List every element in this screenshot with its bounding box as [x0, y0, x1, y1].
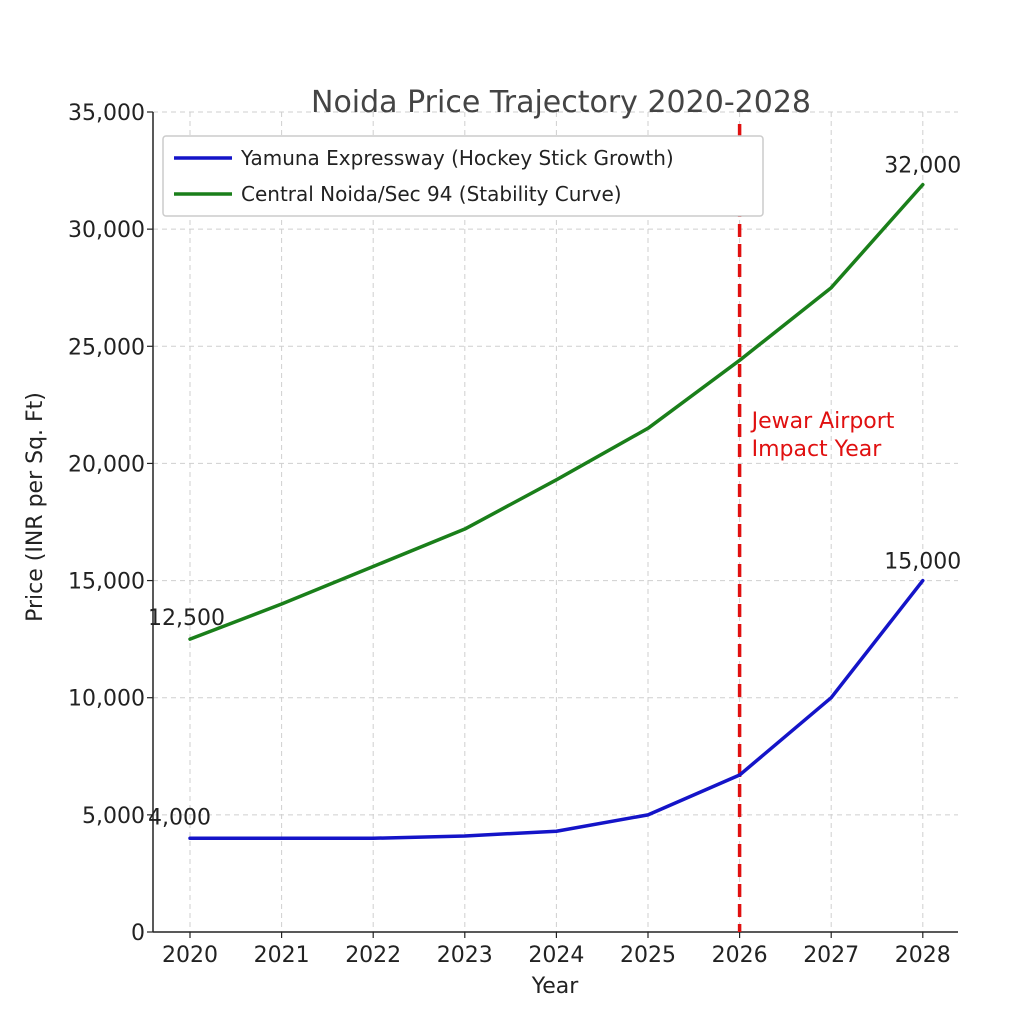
x-tick-label-2024: 2024 [528, 943, 584, 968]
y-tick-label-0: 0 [131, 921, 145, 946]
x-tick-label-2020: 2020 [162, 943, 218, 968]
y-tick-label-3: 15,000 [68, 570, 145, 595]
data-label-central-noida-2020: 12,500 [148, 606, 225, 631]
y-tick-labels: 0 5,000 10,000 15,000 20,000 25,000 30,000 35,0… [68, 101, 153, 946]
y-axis-label: Price (INR per Sq. Ft) [23, 392, 48, 622]
x-tick-label-2028: 2028 [895, 943, 951, 968]
annotation-text-line-1: Impact Year [752, 437, 883, 462]
data-label-yamuna-2020: 4,000 [148, 805, 211, 830]
annotations: Jewar Airport Impact Year [737, 124, 895, 932]
annotation-text-line-0: Jewar Airport [750, 409, 895, 434]
y-tick-label-4: 20,000 [68, 452, 145, 477]
legend: Yamuna Expressway (Hockey Stick Growth) … [162, 135, 764, 217]
x-axis-label: Year [531, 974, 580, 999]
x-tick-label-2025: 2025 [620, 943, 676, 968]
legend-label-central-noida: Central Noida/Sec 94 (Stability Curve) [241, 182, 622, 206]
axes [152, 112, 958, 933]
y-tick-label-1: 5,000 [82, 804, 145, 829]
grid-lines [153, 111, 958, 932]
data-labels: 4,000 15,000 12,500 32,000 [148, 154, 961, 831]
x-tick-labels: 2020 2021 2022 2023 2024 2025 2026 2027 2028 [162, 932, 951, 968]
chart-title: Noida Price Trajectory 2020-2028 [311, 85, 811, 120]
x-tick-label-2027: 2027 [803, 943, 859, 968]
y-tick-label-5: 25,000 [68, 335, 145, 360]
x-tick-label-2021: 2021 [254, 943, 310, 968]
data-label-central-noida-2028: 32,000 [884, 154, 961, 179]
y-tick-label-2: 10,000 [68, 687, 145, 712]
x-tick-label-2026: 2026 [712, 943, 768, 968]
y-tick-label-7: 35,000 [68, 101, 145, 126]
legend-box [162, 135, 764, 217]
x-tick-label-2022: 2022 [345, 943, 401, 968]
y-tick-label-6: 30,000 [68, 218, 145, 243]
data-label-yamuna-2028: 15,000 [884, 550, 961, 575]
series-lines [188, 182, 925, 841]
legend-label-yamuna: Yamuna Expressway (Hockey Stick Growth) [240, 146, 674, 170]
x-tick-label-2023: 2023 [437, 943, 493, 968]
